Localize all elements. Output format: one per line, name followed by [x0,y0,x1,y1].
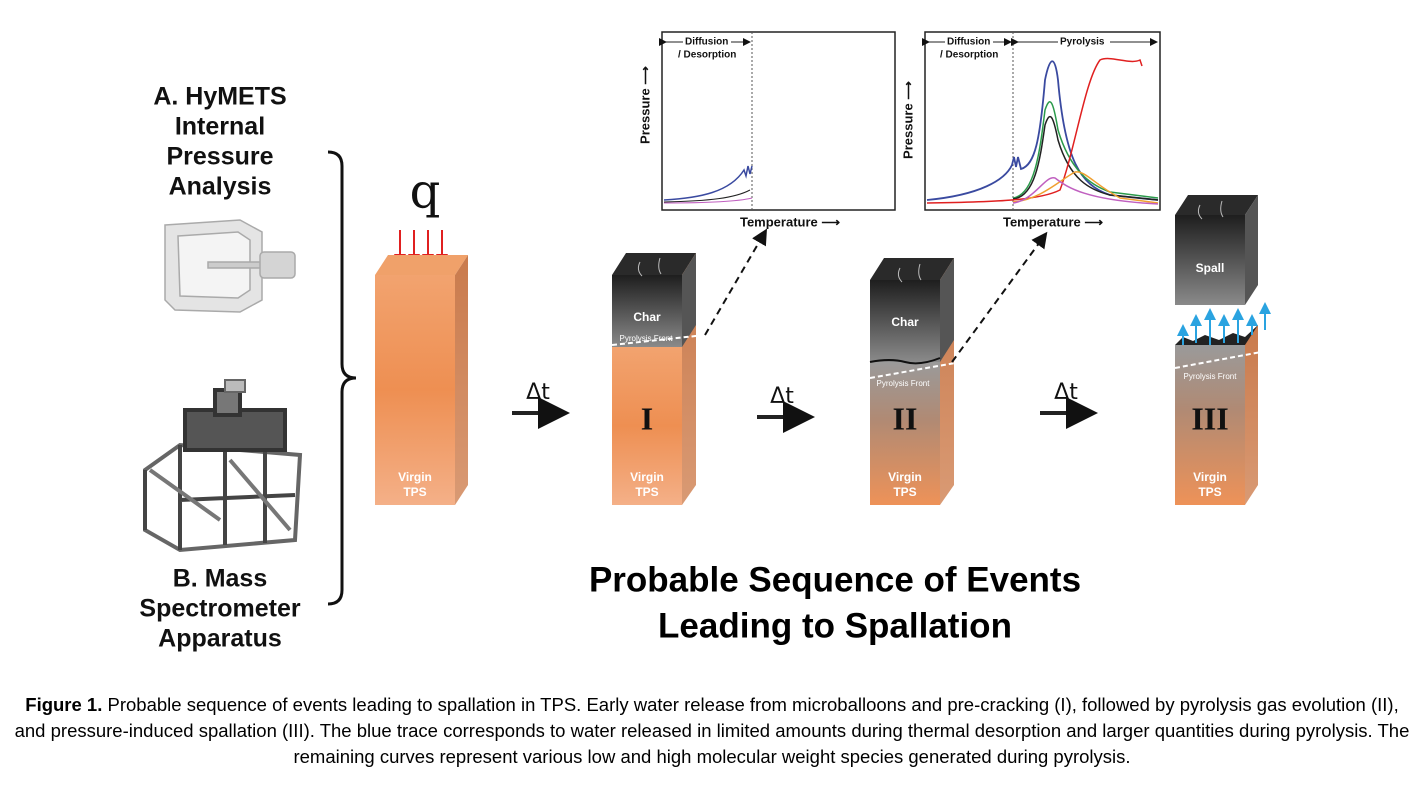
time-step: Δt [1054,380,1078,405]
connector [704,228,768,336]
time-step: Δt [526,380,550,405]
region-label: / Desorption [940,50,998,61]
block-stage: Spall Pyrolysis Front III Virgin TPS [1174,195,1273,505]
time-arrows [512,397,1098,433]
axis-label: Temperature ⟶ [740,214,840,229]
block-text: Char [891,315,919,329]
block-text: TPS [1198,485,1221,499]
block-text: Virgin [888,470,922,484]
stage-label: III [1191,400,1228,436]
block-text: TPS [893,485,916,499]
caption-text: Probable sequence of events leading to s… [14,694,1410,767]
label-line: A. HyMETS [153,83,286,111]
caption: Figure 1. Probable sequence of events le… [10,692,1414,770]
label-line: Analysis [169,173,272,201]
axis-label: Temperature ⟶ [1003,214,1103,229]
inset-plot: Diffusion / Desorption Pressure ⟶ Temper… [637,31,896,229]
diagram: A. HyMETS Internal Pressure Analysis B. … [139,31,1273,653]
caption-label: Figure 1. [25,694,103,715]
inset-plot: Diffusion / Desorption Pyrolysis Pressur… [900,31,1161,229]
block-stage: Char Pyrolysis Front I Virgin TPS [611,253,706,505]
stage-label: II [893,400,918,436]
block-virgin: Virgin TPS [375,255,468,505]
heat-flux-label: q [410,164,441,220]
block-text: TPS [635,485,658,499]
title-line: Leading to Spallation [658,606,1012,645]
block-text: Char [633,310,661,324]
axis-label: Pressure ⟶ [637,66,652,144]
block-text: TPS [403,485,426,499]
device-illustration [164,219,296,313]
block-text: Virgin [398,470,432,484]
block-stage: Char Pyrolysis Front II Virgin TPS [869,258,956,505]
apparatus-illustration [143,379,303,553]
label-line: Spectrometer [139,595,300,623]
label-line: Pressure [166,143,273,171]
block-text: Pyrolysis Front [1184,372,1238,381]
region-label: Pyrolysis [1060,37,1105,48]
block-text: Pyrolysis Front [877,379,931,388]
label-line: Internal [175,113,265,141]
bracket [327,150,357,606]
label-line: Apparatus [158,625,282,653]
region-label: Diffusion [685,37,728,48]
stage-label: I [641,400,653,436]
axis-label: Pressure ⟶ [900,81,915,159]
time-step: Δt [770,384,794,409]
block-text: Spall [1196,261,1225,275]
title-line: Probable Sequence of Events [589,560,1081,599]
block-text: Virgin [630,470,664,484]
region-label: / Desorption [678,50,736,61]
label-line: B. Mass [173,565,267,593]
block-text: Pyrolysis Front [620,334,674,343]
connector [951,231,1048,363]
region-label: Diffusion [947,37,990,48]
block-text: Virgin [1193,470,1227,484]
